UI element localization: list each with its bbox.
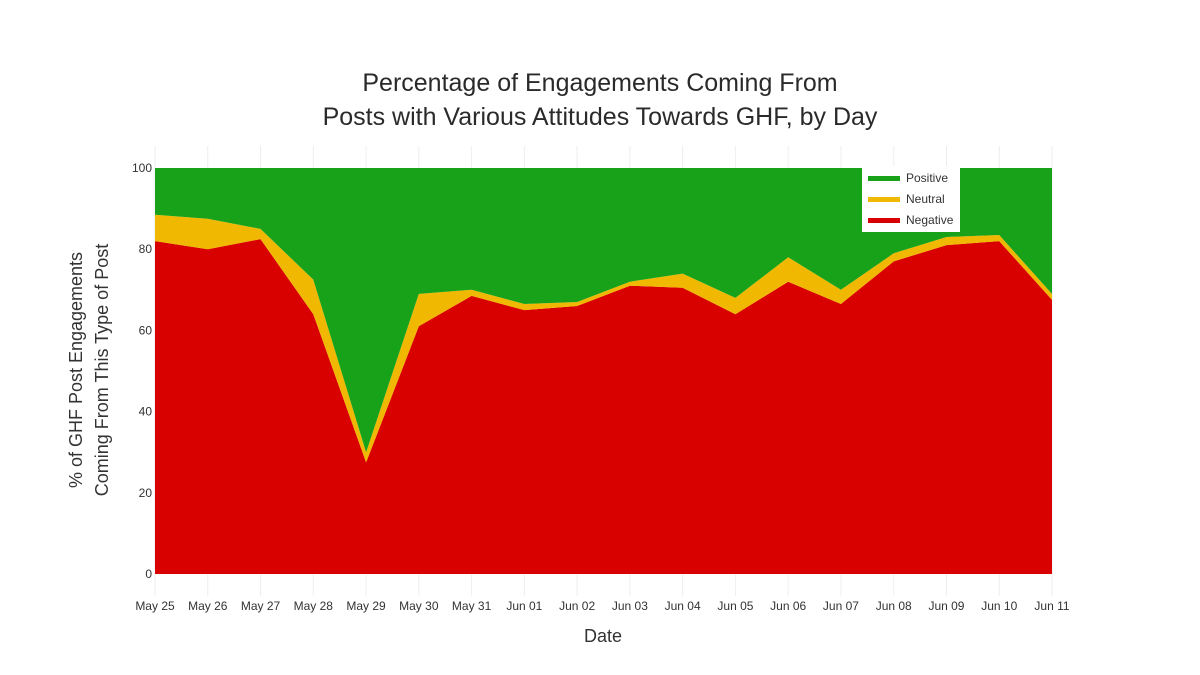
- x-tick-label: Jun 07: [823, 599, 859, 613]
- x-tick-label: May 31: [452, 599, 492, 613]
- legend-item-neutral[interactable]: Neutral: [868, 189, 945, 209]
- y-axis-title-line-2: Coming From This Type of Post: [92, 244, 112, 496]
- x-tick-label: Jun 03: [612, 599, 648, 613]
- legend-item-positive[interactable]: Positive: [868, 168, 948, 188]
- x-tick-label: Jun 01: [506, 599, 542, 613]
- legend-label: Negative: [906, 213, 954, 227]
- legend: Positive Neutral Negative: [862, 166, 960, 232]
- chart-title-line-2: Posts with Various Attitudes Towards GHF…: [322, 103, 878, 131]
- area-negative[interactable]: [155, 239, 1052, 574]
- x-tick-label: Jun 11: [1034, 599, 1069, 613]
- x-tick-label: May 30: [399, 599, 439, 613]
- y-axis-ticks: 0 20 40 60 80 100: [132, 161, 152, 581]
- area-neutral[interactable]: [155, 214, 1052, 463]
- y-tick-label: 40: [139, 405, 153, 419]
- neutral-swatch-icon: [868, 196, 900, 202]
- y-tick-label: 20: [139, 486, 153, 500]
- legend-label: Neutral: [906, 192, 945, 206]
- x-axis-title: Date: [584, 626, 622, 646]
- x-axis-ticks: May 25 May 26 May 27 May 28 May 29 May 30 May …: [135, 599, 1070, 613]
- plot-areas: [155, 168, 1052, 574]
- chart-title-line-1: Percentage of Engagements Coming From: [362, 69, 838, 97]
- x-tick-label: Jun 06: [770, 599, 806, 613]
- x-tick-label: Jun 10: [981, 599, 1017, 613]
- y-axis-title-line-1: % of GHF Post Engagements: [66, 252, 86, 488]
- x-tick-label: Jun 05: [717, 599, 753, 613]
- y-tick-label: 0: [145, 567, 152, 581]
- x-tick-label: Jun 09: [928, 599, 964, 613]
- legend-item-negative[interactable]: Negative: [868, 210, 953, 230]
- y-tick-label: 100: [132, 161, 152, 175]
- negative-swatch-icon: [868, 217, 900, 223]
- x-tick-label: May 26: [188, 599, 228, 613]
- x-tick-label: Jun 04: [665, 599, 701, 613]
- y-tick-label: 80: [139, 242, 153, 256]
- y-tick-label: 60: [139, 323, 153, 337]
- x-tick-label: May 28: [294, 599, 334, 613]
- legend-label: Positive: [906, 171, 949, 185]
- positive-swatch-icon: [868, 175, 900, 181]
- x-tick-label: May 27: [241, 599, 281, 613]
- x-tick-label: Jun 02: [559, 599, 595, 613]
- x-tick-label: Jun 08: [876, 599, 912, 613]
- x-tick-label: May 25: [135, 599, 175, 613]
- area-positive[interactable]: [155, 168, 1052, 453]
- x-tick-label: May 29: [346, 599, 386, 613]
